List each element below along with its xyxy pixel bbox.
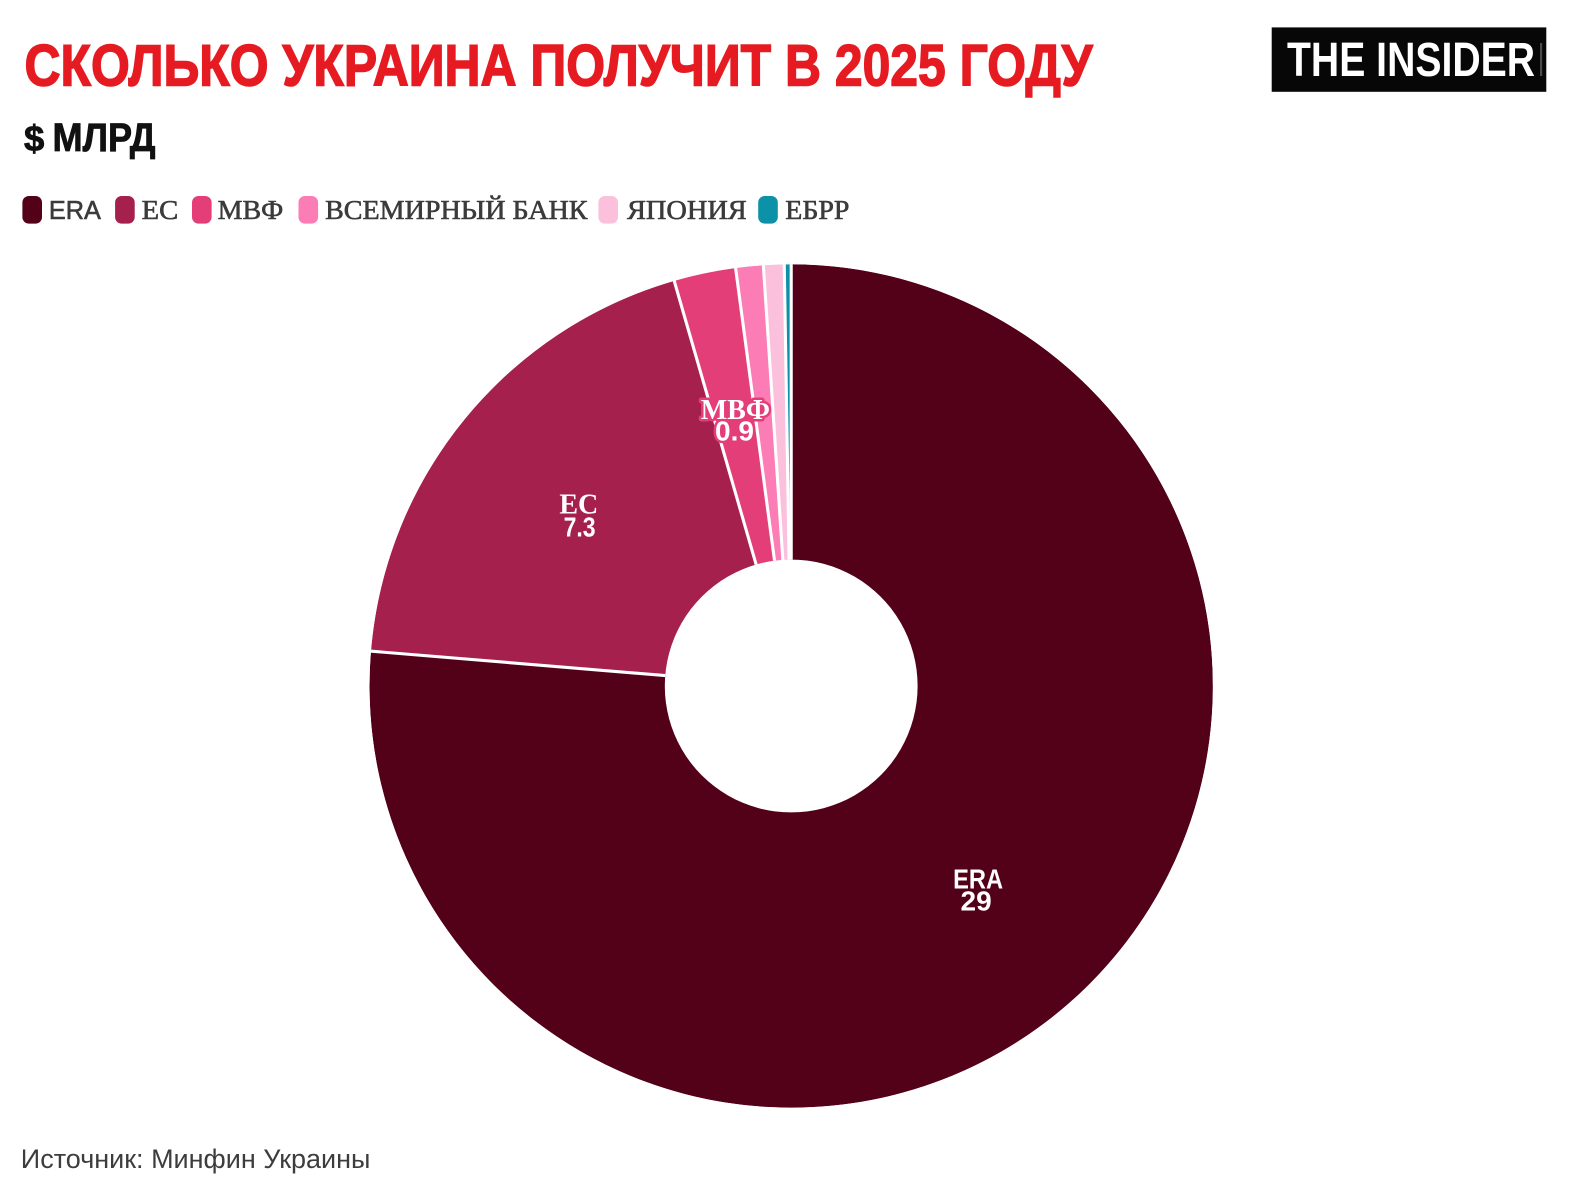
svg-text:ERA: ERA: [953, 863, 1003, 894]
svg-text:МВФ: МВФ: [701, 395, 770, 426]
svg-text:ВСЕМИРНЫЙ БАНК: ВСЕМИРНЫЙ БАНК: [325, 195, 588, 225]
svg-text:МЛРД: МЛРД: [53, 116, 156, 160]
svg-text:$: $: [24, 118, 44, 159]
svg-text:ЕС: ЕС: [559, 489, 598, 520]
svg-text:МВФ: МВФ: [218, 195, 284, 225]
svg-text:ЕС: ЕС: [142, 195, 179, 225]
svg-text:0.9: 0.9: [715, 415, 754, 446]
svg-text:ЕБРР: ЕБРР: [785, 195, 849, 225]
svg-text:ЯПОНИЯ: ЯПОНИЯ: [627, 195, 747, 225]
svg-text:Источник: Минфин Украины: Источник: Минфин Украины: [21, 1144, 371, 1174]
svg-text:СКОЛЬКО УКРАИНА ПОЛУЧИТ В 2025: СКОЛЬКО УКРАИНА ПОЛУЧИТ В 2025 ГОДУ: [25, 34, 1094, 99]
svg-text:ERA: ERA: [49, 195, 102, 225]
svg-text:7.3: 7.3: [564, 512, 596, 543]
svg-text:THE INSIDER: THE INSIDER: [1287, 34, 1535, 87]
svg-text:29: 29: [961, 886, 992, 917]
